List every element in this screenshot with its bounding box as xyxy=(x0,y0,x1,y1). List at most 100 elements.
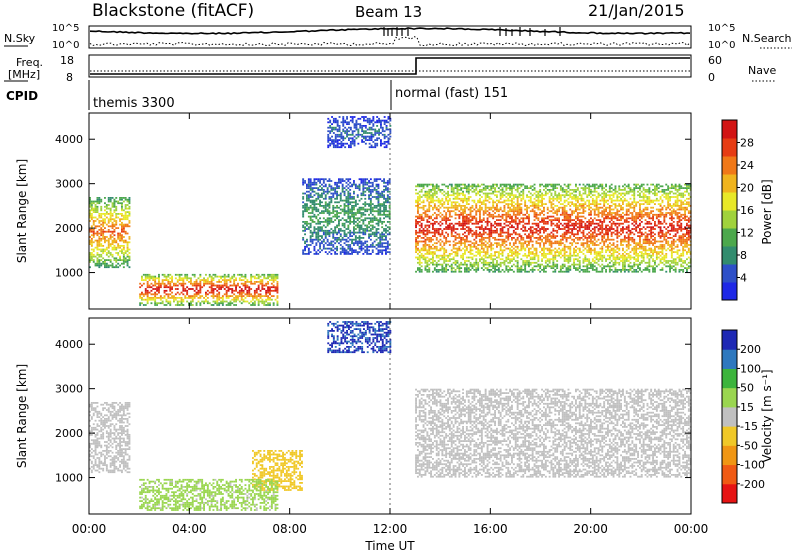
heatmap-cell xyxy=(480,244,483,246)
heatmap-cell xyxy=(146,297,149,299)
heatmap-cell xyxy=(317,253,320,255)
heatmap-cell xyxy=(102,229,105,231)
heatmap-cell xyxy=(561,237,564,239)
heatmap-cell xyxy=(304,205,306,207)
heatmap-cell xyxy=(381,119,384,122)
heatmap-cell xyxy=(330,228,333,230)
heatmap-cell xyxy=(351,238,353,241)
heatmap-cell xyxy=(385,206,387,209)
heatmap-cell xyxy=(465,215,468,218)
heatmap-cell xyxy=(383,205,385,207)
heatmap-cell xyxy=(174,288,177,290)
heatmap-cell xyxy=(435,192,438,195)
heatmap-cell xyxy=(369,181,372,184)
heatmap-cell xyxy=(460,261,463,264)
heatmap-cell xyxy=(375,205,378,207)
heatmap-cell xyxy=(377,242,380,245)
heatmap-cell xyxy=(360,215,363,218)
heatmap-cell xyxy=(159,284,162,287)
heatmap-cell xyxy=(221,275,224,278)
heatmap-cell xyxy=(418,256,421,259)
heatmap-cell xyxy=(488,244,491,246)
heatmap-cell xyxy=(115,220,118,222)
heatmap-cell xyxy=(332,146,335,149)
heatmap-cell xyxy=(516,237,519,239)
heatmap-cell xyxy=(371,233,374,236)
heatmap-cell xyxy=(356,212,359,214)
heatmap-cell xyxy=(480,228,483,230)
heatmap-cell xyxy=(144,275,147,278)
heatmap-cell xyxy=(126,232,129,235)
heatmap-cell xyxy=(443,242,446,245)
heatmap-cell xyxy=(344,130,347,133)
heatmap-cell xyxy=(558,221,560,223)
heatmap-cell xyxy=(539,185,542,188)
heatmap-cell xyxy=(469,219,472,221)
heatmap-cell xyxy=(338,224,340,227)
heatmap-cell xyxy=(531,233,534,236)
heatmap-cell xyxy=(102,232,105,235)
heatmap-cell xyxy=(420,190,423,193)
heatmap-cell xyxy=(494,251,496,253)
heatmap-cell xyxy=(346,117,348,120)
heatmap-cell xyxy=(369,199,372,202)
heatmap-cell xyxy=(435,190,438,193)
heatmap-cell xyxy=(460,256,463,259)
heatmap-cell xyxy=(524,205,527,207)
heatmap-cell xyxy=(559,238,562,241)
heatmap-cell xyxy=(276,300,279,303)
heatmap-cell xyxy=(117,266,120,269)
heatmap-cell xyxy=(269,289,271,292)
heatmap-cell xyxy=(497,199,500,202)
heatmap-cell xyxy=(447,210,449,213)
heatmap-cell xyxy=(443,228,446,230)
heatmap-cell xyxy=(550,235,553,237)
heatmap-cell xyxy=(327,144,330,147)
heatmap-cell xyxy=(311,187,314,189)
heatmap-cell xyxy=(488,263,491,266)
heatmap-cell xyxy=(524,201,527,204)
heatmap-cell xyxy=(447,192,449,195)
heatmap-cell xyxy=(328,222,331,225)
heatmap-cell xyxy=(544,235,547,237)
heatmap-cell xyxy=(435,215,438,218)
heatmap-cell xyxy=(544,260,547,262)
heatmap-cell xyxy=(353,141,356,143)
heatmap-cell xyxy=(319,226,321,229)
heatmap-cell xyxy=(362,247,365,250)
heatmap-cell xyxy=(360,206,363,209)
heatmap-cell xyxy=(558,253,560,255)
heatmap-cell xyxy=(341,189,344,191)
heatmap-cell xyxy=(454,237,457,239)
heatmap-cell xyxy=(349,217,352,220)
heatmap-cell xyxy=(329,130,332,133)
heatmap-cell xyxy=(450,206,453,209)
heatmap-cell xyxy=(212,300,215,303)
heatmap-cell xyxy=(240,275,243,278)
heatmap-cell xyxy=(227,304,230,306)
heatmap-cell xyxy=(332,144,335,147)
heatmap-cell xyxy=(516,210,519,213)
heatmap-cell xyxy=(543,256,545,259)
heatmap-cell xyxy=(418,199,421,202)
heatmap-cell xyxy=(499,183,502,186)
heatmap-cell xyxy=(180,273,183,276)
heatmap-cell xyxy=(452,187,455,189)
heatmap-cell xyxy=(186,279,189,281)
heatmap-cell xyxy=(514,183,517,186)
heatmap-cell xyxy=(550,201,553,204)
heatmap-cell xyxy=(445,215,448,218)
heatmap-cell xyxy=(433,267,436,269)
heatmap-cell xyxy=(319,247,321,250)
heatmap-cell xyxy=(109,261,112,263)
heatmap-cell xyxy=(321,212,323,214)
heatmap-cell xyxy=(439,215,442,218)
heatmap-cell xyxy=(379,251,382,253)
heatmap-cell xyxy=(96,197,99,199)
heatmap-cell xyxy=(267,291,269,294)
heatmap-cell xyxy=(514,254,517,257)
heatmap-cell xyxy=(518,221,521,223)
heatmap-cell xyxy=(360,224,363,227)
heatmap-cell xyxy=(334,228,337,230)
heatmap-cell xyxy=(541,212,543,214)
